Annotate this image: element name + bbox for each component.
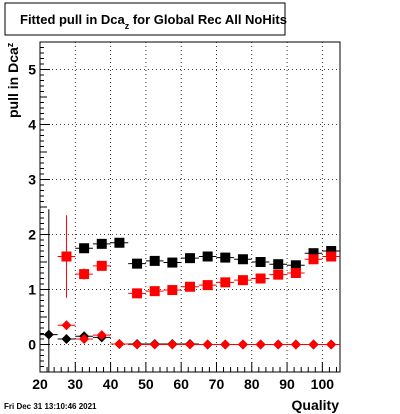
x-tick-label: 80 <box>244 376 260 392</box>
data-point <box>79 243 90 254</box>
series-3 <box>57 320 340 350</box>
data-point <box>255 339 266 350</box>
data-point <box>167 339 178 350</box>
data-point <box>308 254 319 265</box>
data-point <box>202 339 213 350</box>
data-point <box>96 330 107 341</box>
data-point <box>273 259 284 270</box>
data-point <box>290 268 301 278</box>
data-point <box>220 339 231 350</box>
y-tick-label: 3 <box>28 172 36 188</box>
data-point <box>290 260 301 271</box>
data-point <box>326 246 337 256</box>
x-tick-label: 30 <box>68 376 84 392</box>
x-tick-label: 60 <box>173 376 189 392</box>
plot-frame <box>39 41 341 373</box>
y-tick-label: 2 <box>28 227 36 243</box>
y-tick-label: 0 <box>28 337 36 353</box>
data-point <box>220 252 231 263</box>
data-point <box>43 329 54 340</box>
series-0 <box>75 237 340 271</box>
grid <box>40 42 340 372</box>
data-marks <box>40 209 340 372</box>
y-tick-label: 5 <box>28 62 36 78</box>
data-point <box>114 338 125 349</box>
data-point <box>237 339 248 350</box>
data-point <box>96 238 107 249</box>
axes: 20 30 40 50 60 70 80 90 100 0 1 2 3 4 5 <box>28 41 337 392</box>
y-tick-label: 1 <box>28 282 36 298</box>
data-point <box>290 339 301 350</box>
data-point <box>79 334 90 344</box>
title-box <box>4 2 286 36</box>
data-point <box>61 334 72 344</box>
data-point <box>185 253 195 264</box>
data-point <box>255 273 266 284</box>
data-point <box>96 260 107 271</box>
series-1 <box>57 215 340 299</box>
data-point <box>132 258 143 269</box>
data-point <box>202 280 213 291</box>
data-point <box>185 339 195 350</box>
data-point <box>167 257 178 268</box>
data-point <box>61 251 72 262</box>
x-tick-label: 90 <box>279 376 295 392</box>
data-point <box>132 339 143 350</box>
data-point <box>149 255 160 266</box>
data-point <box>255 257 266 267</box>
x-tick-label: 70 <box>209 376 225 392</box>
x-tick-label: 40 <box>103 376 119 392</box>
data-point <box>167 285 178 296</box>
data-point <box>79 269 90 280</box>
x-tick-label: 50 <box>138 376 154 392</box>
timestamp: Fri Dec 31 13:10:46 2021 <box>4 402 97 411</box>
data-point <box>61 320 72 331</box>
data-point <box>132 288 143 299</box>
data-point <box>149 339 160 350</box>
data-point <box>326 339 337 350</box>
data-point <box>308 339 319 350</box>
y-tick-label: 4 <box>28 117 36 133</box>
x-tick-label: 100 <box>311 376 335 392</box>
data-point <box>185 281 195 292</box>
x-tick-label: 20 <box>32 376 48 392</box>
y-axis-title: pull in Dcaz <box>5 42 21 118</box>
data-point <box>202 251 213 262</box>
chart-title: Fitted pull in Dcaz for Global Rec All N… <box>20 12 287 31</box>
data-point <box>273 269 284 280</box>
data-point <box>237 275 248 286</box>
data-point <box>237 254 248 265</box>
x-axis-title: Quality <box>292 397 340 413</box>
data-point <box>149 286 160 297</box>
data-point <box>114 237 125 248</box>
data-point <box>273 339 284 350</box>
data-point <box>220 277 231 288</box>
data-point <box>308 248 319 259</box>
data-point <box>326 251 337 262</box>
